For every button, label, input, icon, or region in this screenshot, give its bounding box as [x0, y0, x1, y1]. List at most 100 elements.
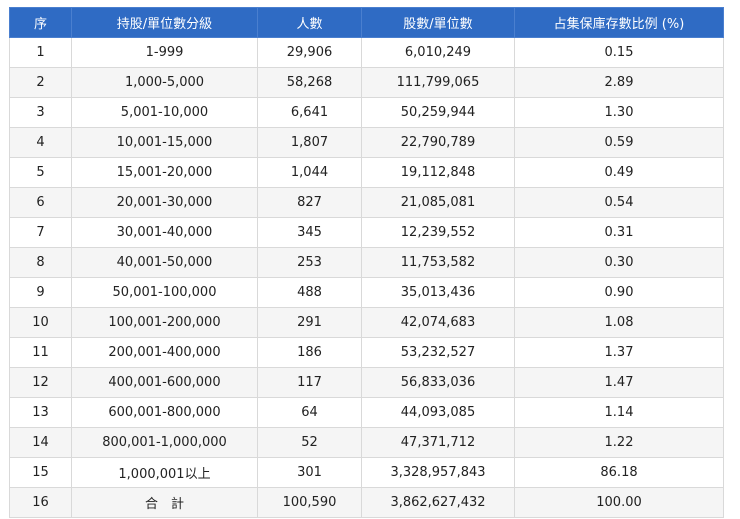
cell-index: 10	[9, 307, 72, 338]
cell-index: 4	[9, 127, 72, 158]
cell-percentage: 1.22	[514, 427, 724, 458]
cell-index: 16	[9, 487, 72, 518]
header-percentage: 占集保庫存數比例 (%)	[514, 7, 724, 38]
cell-holders: 345	[257, 217, 362, 248]
header-holders: 人數	[257, 7, 362, 38]
header-index: 序	[9, 7, 72, 38]
cell-index: 3	[9, 97, 72, 128]
table-row: 12 400,001-600,000 117 56,833,036 1.47	[9, 367, 724, 398]
table-row: 11 200,001-400,000 186 53,232,527 1.37	[9, 337, 724, 368]
cell-percentage: 1.47	[514, 367, 724, 398]
cell-shares: 22,790,789	[361, 127, 515, 158]
cell-tier: 30,001-40,000	[71, 217, 258, 248]
shareholding-distribution-table: 序 持股/單位數分級 人數 股數/單位數 占集保庫存數比例 (%) 1 1-999…	[9, 7, 724, 518]
table-row: 6 20,001-30,000 827 21,085,081 0.54	[9, 187, 724, 218]
cell-tier: 600,001-800,000	[71, 397, 258, 428]
table-row: 1 1-999 29,906 6,010,249 0.15	[9, 37, 724, 68]
cell-percentage: 0.15	[514, 37, 724, 68]
cell-holders: 253	[257, 247, 362, 278]
table-row: 8 40,001-50,000 253 11,753,582 0.30	[9, 247, 724, 278]
cell-tier: 40,001-50,000	[71, 247, 258, 278]
table-row: 3 5,001-10,000 6,641 50,259,944 1.30	[9, 97, 724, 128]
cell-holders: 1,044	[257, 157, 362, 188]
cell-percentage: 0.59	[514, 127, 724, 158]
cell-percentage: 0.54	[514, 187, 724, 218]
cell-index: 8	[9, 247, 72, 278]
table-row: 16 合 計 100,590 3,862,627,432 100.00	[9, 487, 724, 518]
cell-index: 13	[9, 397, 72, 428]
cell-index: 11	[9, 337, 72, 368]
table-row: 5 15,001-20,000 1,044 19,112,848 0.49	[9, 157, 724, 188]
cell-shares: 35,013,436	[361, 277, 515, 308]
table-row: 10 100,001-200,000 291 42,074,683 1.08	[9, 307, 724, 338]
cell-tier: 1,000-5,000	[71, 67, 258, 98]
cell-shares: 50,259,944	[361, 97, 515, 128]
table-row: 7 30,001-40,000 345 12,239,552 0.31	[9, 217, 724, 248]
cell-index: 7	[9, 217, 72, 248]
cell-shares: 6,010,249	[361, 37, 515, 68]
cell-tier: 15,001-20,000	[71, 157, 258, 188]
cell-shares: 111,799,065	[361, 67, 515, 98]
cell-holders: 488	[257, 277, 362, 308]
cell-shares: 19,112,848	[361, 157, 515, 188]
table-header-row: 序 持股/單位數分級 人數 股數/單位數 占集保庫存數比例 (%)	[9, 7, 724, 38]
cell-shares: 21,085,081	[361, 187, 515, 218]
cell-tier: 1-999	[71, 37, 258, 68]
cell-percentage: 2.89	[514, 67, 724, 98]
cell-shares: 3,328,957,843	[361, 457, 515, 488]
cell-tier: 100,001-200,000	[71, 307, 258, 338]
cell-shares: 12,239,552	[361, 217, 515, 248]
cell-index: 9	[9, 277, 72, 308]
table-row: 2 1,000-5,000 58,268 111,799,065 2.89	[9, 67, 724, 98]
cell-tier: 10,001-15,000	[71, 127, 258, 158]
cell-holders: 186	[257, 337, 362, 368]
table-row: 15 1,000,001以上 301 3,328,957,843 86.18	[9, 457, 724, 488]
cell-percentage: 100.00	[514, 487, 724, 518]
cell-percentage: 1.08	[514, 307, 724, 338]
cell-tier: 50,001-100,000	[71, 277, 258, 308]
cell-percentage: 1.14	[514, 397, 724, 428]
cell-index: 12	[9, 367, 72, 398]
cell-tier: 1,000,001以上	[71, 457, 258, 488]
cell-shares: 42,074,683	[361, 307, 515, 338]
cell-percentage: 1.37	[514, 337, 724, 368]
cell-tier: 5,001-10,000	[71, 97, 258, 128]
cell-index: 15	[9, 457, 72, 488]
cell-shares: 44,093,085	[361, 397, 515, 428]
cell-holders: 117	[257, 367, 362, 398]
table-row: 14 800,001-1,000,000 52 47,371,712 1.22	[9, 427, 724, 458]
cell-holders: 1,807	[257, 127, 362, 158]
cell-tier: 400,001-600,000	[71, 367, 258, 398]
cell-percentage: 0.30	[514, 247, 724, 278]
shareholding-table-container: 序 持股/單位數分級 人數 股數/單位數 占集保庫存數比例 (%) 1 1-999…	[9, 7, 724, 518]
cell-tier: 200,001-400,000	[71, 337, 258, 368]
cell-tier: 800,001-1,000,000	[71, 427, 258, 458]
cell-holders: 64	[257, 397, 362, 428]
cell-tier: 20,001-30,000	[71, 187, 258, 218]
cell-shares: 56,833,036	[361, 367, 515, 398]
cell-tier: 合 計	[71, 487, 258, 518]
table-row: 13 600,001-800,000 64 44,093,085 1.14	[9, 397, 724, 428]
table-row: 9 50,001-100,000 488 35,013,436 0.90	[9, 277, 724, 308]
cell-holders: 827	[257, 187, 362, 218]
cell-shares: 53,232,527	[361, 337, 515, 368]
cell-index: 1	[9, 37, 72, 68]
table-row: 4 10,001-15,000 1,807 22,790,789 0.59	[9, 127, 724, 158]
cell-holders: 291	[257, 307, 362, 338]
cell-shares: 11,753,582	[361, 247, 515, 278]
cell-index: 5	[9, 157, 72, 188]
cell-holders: 58,268	[257, 67, 362, 98]
cell-index: 6	[9, 187, 72, 218]
header-shares: 股數/單位數	[361, 7, 515, 38]
cell-percentage: 0.31	[514, 217, 724, 248]
cell-index: 14	[9, 427, 72, 458]
cell-holders: 29,906	[257, 37, 362, 68]
cell-percentage: 1.30	[514, 97, 724, 128]
cell-percentage: 0.90	[514, 277, 724, 308]
header-tier: 持股/單位數分級	[71, 7, 258, 38]
cell-index: 2	[9, 67, 72, 98]
cell-holders: 6,641	[257, 97, 362, 128]
cell-percentage: 0.49	[514, 157, 724, 188]
cell-shares: 47,371,712	[361, 427, 515, 458]
cell-percentage: 86.18	[514, 457, 724, 488]
